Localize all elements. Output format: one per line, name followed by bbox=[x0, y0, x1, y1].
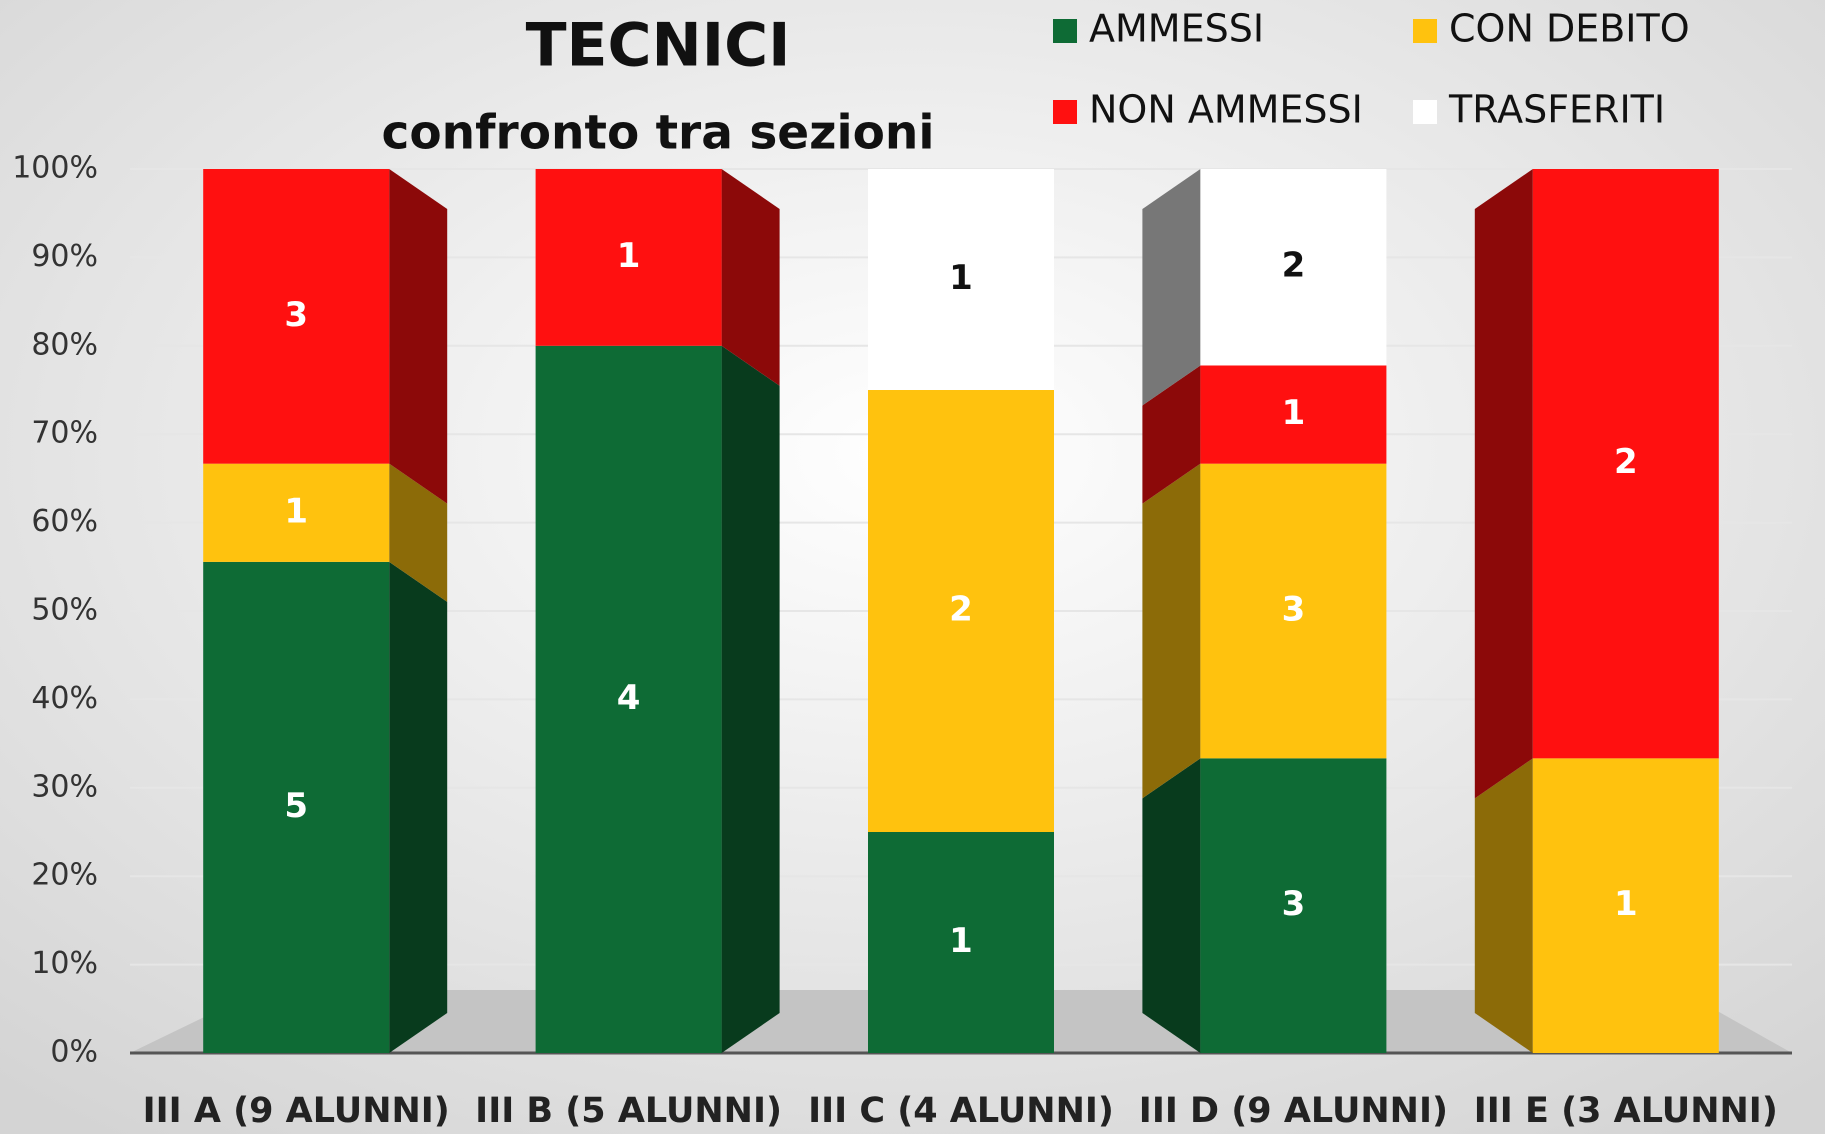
chart-title: TECNICI bbox=[526, 11, 791, 81]
bar-segment bbox=[203, 169, 390, 464]
y-tick-label: 40% bbox=[31, 681, 98, 716]
y-tick-label: 70% bbox=[31, 416, 98, 451]
x-tick-label: III C (4 ALUNNI) bbox=[808, 1091, 1114, 1131]
bar-segment bbox=[1200, 365, 1387, 464]
bar-segment bbox=[868, 169, 1054, 390]
y-tick-label: 0% bbox=[50, 1035, 98, 1070]
data-label: 1 bbox=[617, 236, 641, 276]
y-tick-label: 20% bbox=[31, 858, 98, 893]
data-label: 1 bbox=[949, 258, 973, 298]
legend-swatch bbox=[1053, 100, 1077, 124]
bar-segment bbox=[203, 561, 390, 1053]
y-tick-label: 60% bbox=[31, 504, 98, 539]
data-label: 5 bbox=[284, 786, 308, 826]
y-tick-label: 50% bbox=[31, 593, 98, 628]
y-tick-label: 90% bbox=[31, 239, 98, 274]
bar-side bbox=[721, 345, 780, 1053]
legend-swatch bbox=[1053, 19, 1077, 43]
x-tick-label: III D (9 ALUNNI) bbox=[1139, 1091, 1448, 1131]
data-label: 3 bbox=[284, 295, 308, 335]
chart-subtitle: confronto tra sezioni bbox=[381, 106, 934, 161]
bar-segment bbox=[535, 345, 722, 1053]
bar-side bbox=[389, 169, 448, 504]
bar-segment bbox=[1200, 169, 1387, 366]
bar-segment bbox=[1200, 463, 1387, 759]
bar-segment bbox=[1200, 758, 1387, 1053]
bar-side bbox=[1474, 169, 1533, 799]
bar-side bbox=[389, 561, 448, 1053]
data-label: 2 bbox=[949, 590, 973, 630]
y-tick-label: 80% bbox=[31, 327, 98, 362]
legend-label: CON DEBITO bbox=[1449, 7, 1690, 51]
x-tick-label: III B (5 ALUNNI) bbox=[475, 1091, 782, 1131]
bar-segment bbox=[1532, 169, 1719, 759]
data-label: 3 bbox=[1282, 590, 1306, 630]
bar-side bbox=[389, 463, 448, 602]
data-label: 1 bbox=[1282, 393, 1306, 433]
y-tick-label: 100% bbox=[12, 151, 98, 186]
data-label: 1 bbox=[284, 491, 308, 531]
y-tick-label: 10% bbox=[31, 946, 98, 981]
bar-side bbox=[1142, 463, 1201, 799]
legend-label: NON AMMESSI bbox=[1089, 88, 1363, 132]
data-label: 1 bbox=[1614, 884, 1638, 924]
data-label: 2 bbox=[1282, 246, 1306, 286]
bar-segment bbox=[868, 390, 1054, 832]
legend-label: AMMESSI bbox=[1089, 7, 1264, 51]
y-tick-label: 30% bbox=[31, 769, 98, 804]
bar-side bbox=[1474, 758, 1533, 1053]
bar-segment bbox=[1532, 758, 1719, 1053]
data-label: 4 bbox=[617, 678, 641, 718]
bar-side bbox=[1142, 365, 1201, 504]
data-label: 2 bbox=[1614, 442, 1638, 482]
legend-label: TRASFERITI bbox=[1448, 88, 1665, 132]
data-label: 3 bbox=[1282, 884, 1306, 924]
bar-side bbox=[1142, 758, 1201, 1053]
bar-segment bbox=[535, 169, 722, 346]
bar-segment bbox=[868, 832, 1054, 1053]
x-tick-label: III E (3 ALUNNI) bbox=[1474, 1091, 1778, 1131]
x-tick-label: III A (9 ALUNNI) bbox=[143, 1091, 450, 1131]
data-label: 1 bbox=[949, 921, 973, 961]
legend-swatch bbox=[1413, 100, 1437, 124]
bar-side bbox=[1142, 169, 1201, 406]
legend-swatch bbox=[1413, 19, 1437, 43]
bar-segment bbox=[203, 463, 390, 562]
bar-side bbox=[721, 169, 780, 386]
